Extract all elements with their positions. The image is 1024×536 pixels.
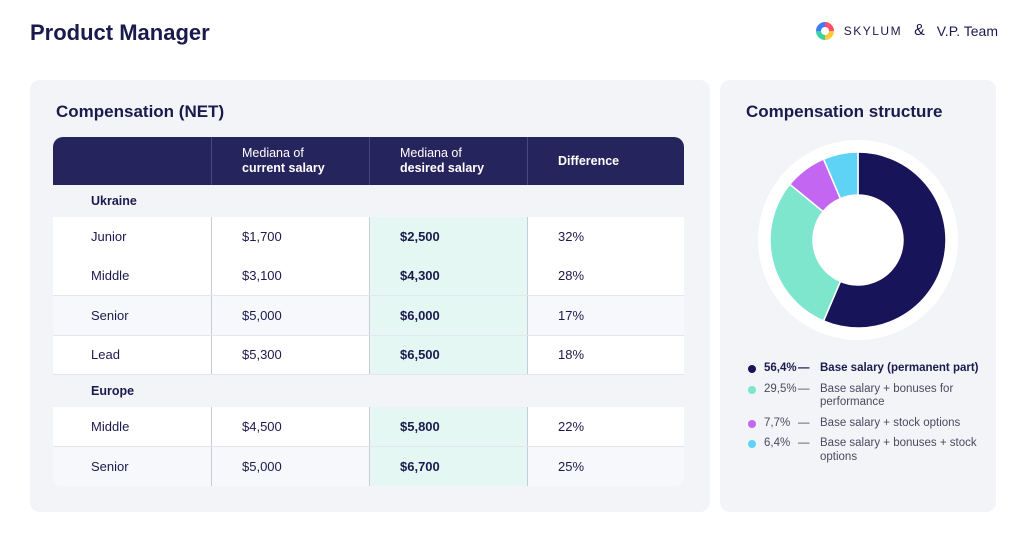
cell-current: $1,700 bbox=[211, 217, 369, 257]
page-title: Product Manager bbox=[30, 20, 210, 45]
header-level bbox=[53, 137, 211, 185]
legend-item: 7,7% — Base salary + stock options bbox=[748, 417, 988, 431]
table-header: Mediana of current salary Mediana of des… bbox=[53, 137, 684, 185]
legend-pct: 56,4% bbox=[764, 362, 797, 374]
cell-current: $5,000 bbox=[211, 446, 369, 486]
legend-pct: 7,7% bbox=[764, 416, 791, 429]
compensation-structure-panel: Compensation structure 56,4% — Base sala… bbox=[720, 80, 996, 512]
legend-dot bbox=[748, 365, 756, 373]
table-row: Lead $5,300 $6,500 18% bbox=[53, 335, 684, 375]
donut-chart bbox=[758, 140, 958, 340]
compensation-table-panel: Compensation (NET) Mediana of current sa… bbox=[30, 80, 710, 512]
table-title: Compensation (NET) bbox=[56, 102, 225, 121]
cell-current: $5,300 bbox=[211, 335, 369, 374]
legend-desc: Base salary (permanent part) bbox=[820, 362, 979, 374]
legend-dash: — bbox=[798, 382, 810, 395]
legend-dot bbox=[748, 419, 756, 428]
header-desired-line2: desired salary bbox=[400, 161, 485, 175]
cell-difference: 22% bbox=[527, 407, 684, 446]
group-europe: Europe bbox=[53, 375, 684, 407]
cell-level: Junior bbox=[91, 229, 127, 245]
cell-desired: $5,800 bbox=[369, 407, 527, 446]
cell-desired: $2,500 bbox=[369, 217, 527, 257]
table-row: Middle $4,500 $5,800 22% bbox=[53, 407, 684, 447]
legend-desc: Base salary + bonuses + stock options bbox=[820, 437, 977, 463]
skylum-logo-icon bbox=[815, 22, 834, 40]
donut-slice-1 bbox=[822, 151, 947, 329]
vp-team-logo-text: V.P. Team bbox=[936, 23, 998, 39]
header-difference: Difference bbox=[527, 137, 684, 185]
cell-level: Senior bbox=[91, 307, 129, 323]
legend-desc: Base salary + stock options bbox=[820, 416, 961, 429]
legend-dash: — bbox=[798, 416, 810, 429]
legend-pct: 29,5% bbox=[764, 382, 797, 395]
donut-slice-4 bbox=[822, 151, 859, 200]
cell-desired: $6,000 bbox=[369, 296, 527, 335]
legend-pct: 6,4% bbox=[764, 437, 791, 449]
skylum-logo-text: SKYLUM bbox=[843, 24, 903, 38]
cell-difference: 18% bbox=[527, 335, 684, 374]
legend-dot bbox=[748, 385, 756, 394]
header-current-line1: Mediana of bbox=[242, 146, 304, 160]
table-row: Junior $1,700 $2,500 32% bbox=[53, 217, 684, 257]
legend-dot bbox=[748, 440, 756, 448]
legend-dash: — bbox=[798, 362, 810, 374]
cell-desired: $4,300 bbox=[369, 256, 527, 295]
compensation-table: Mediana of current salary Mediana of des… bbox=[53, 137, 684, 486]
header-difference-label: Difference bbox=[558, 153, 620, 168]
chart-legend: 56,4% — Base salary (permanent part) 29,… bbox=[748, 362, 988, 471]
brand-logos: SKYLUM & V.P. Team bbox=[815, 22, 998, 40]
ampersand: & bbox=[914, 22, 925, 39]
table-row: Senior $5,000 $6,700 25% bbox=[53, 446, 684, 486]
cell-desired: $6,500 bbox=[369, 335, 527, 374]
legend-dash: — bbox=[798, 437, 810, 449]
table-row: Middle $3,100 $4,300 28% bbox=[53, 256, 684, 296]
cell-current: $3,100 bbox=[211, 256, 369, 295]
legend-item: 56,4% — Base salary (permanent part) bbox=[748, 362, 988, 376]
legend-desc: Base salary + bonuses for performance bbox=[820, 382, 954, 409]
header-current-salary: Mediana of current salary bbox=[211, 137, 369, 185]
group-ukraine: Ukraine bbox=[53, 185, 684, 217]
header-current-line2: current salary bbox=[242, 161, 325, 175]
header-desired-salary: Mediana of desired salary bbox=[369, 137, 527, 185]
table-row: Senior $5,000 $6,000 17% bbox=[53, 296, 684, 336]
chart-title: Compensation structure bbox=[746, 102, 943, 121]
legend-item: 6,4% — Base salary + bonuses + stock opt… bbox=[748, 437, 988, 464]
cell-level: Middle bbox=[91, 268, 130, 284]
cell-level: Lead bbox=[91, 347, 120, 363]
cell-current: $5,000 bbox=[211, 296, 369, 335]
cell-desired: $6,700 bbox=[369, 446, 527, 486]
legend-item: 29,5% — Base salary + bonuses for perfor… bbox=[748, 383, 988, 410]
cell-difference: 25% bbox=[527, 446, 684, 486]
cell-level: Senior bbox=[91, 458, 129, 474]
cell-difference: 32% bbox=[527, 217, 684, 257]
cell-current: $4,500 bbox=[211, 407, 369, 446]
cell-level: Middle bbox=[91, 418, 130, 434]
header-desired-line1: Mediana of bbox=[400, 146, 462, 160]
donut-slice-2 bbox=[769, 183, 842, 322]
cell-difference: 17% bbox=[527, 296, 684, 335]
cell-difference: 28% bbox=[527, 256, 684, 295]
